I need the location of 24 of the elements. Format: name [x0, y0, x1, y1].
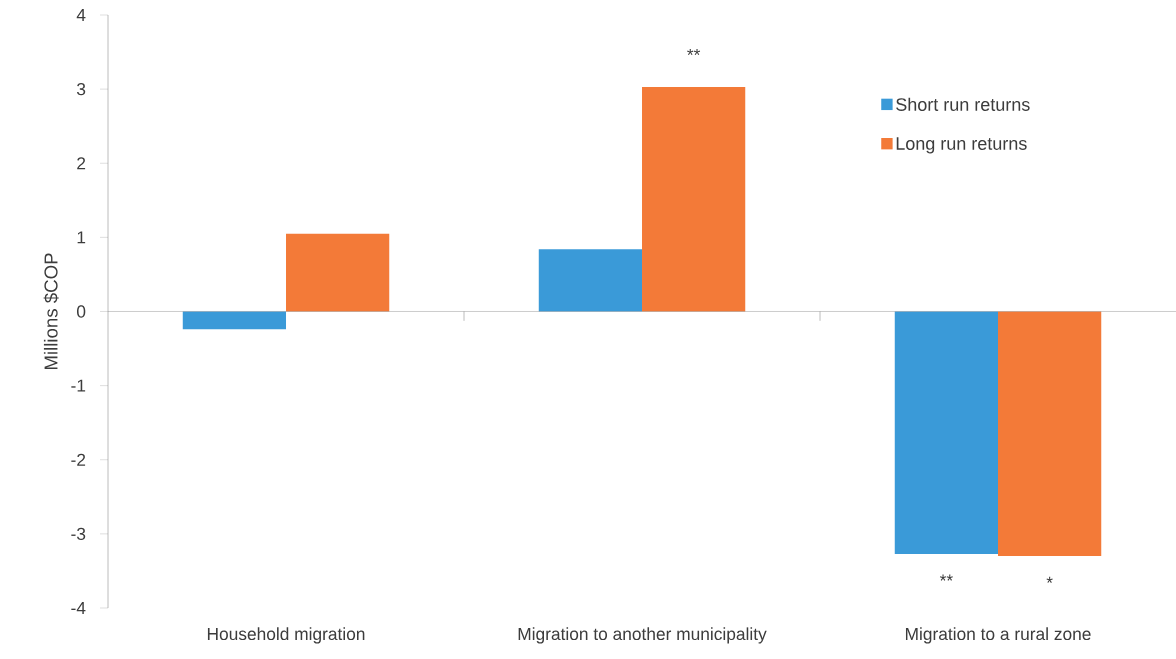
legend-label: Long run returns [896, 137, 1027, 154]
y-tick-label: 2 [77, 157, 86, 170]
legend-label: Short run returns [896, 97, 1030, 111]
y-tick-label: 3 [77, 82, 86, 96]
bar [182, 311, 287, 330]
x-tick-label: Household migration [207, 627, 365, 644]
y-tick-label: -3 [71, 527, 86, 540]
y-tick-label: -4 [71, 602, 86, 614]
x-tick-label: Migration to a rural zone [905, 627, 1091, 644]
x-tick-label: Migration to another municipality [518, 627, 767, 644]
y-tick-label: 1 [77, 231, 86, 244]
annotation: ** [687, 48, 701, 56]
y-tick-label: -1 [71, 379, 86, 392]
y-tick-label: -2 [71, 453, 86, 466]
bar [642, 86, 746, 312]
bar [894, 311, 999, 554]
annotation: ** [939, 574, 953, 581]
y-tick-label: 0 [77, 305, 86, 318]
y-tick-label: 4 [76, 9, 86, 21]
annotation: * [1046, 576, 1053, 583]
bar [286, 233, 390, 312]
bar [538, 249, 643, 312]
bar [998, 311, 1102, 557]
y-axis-title: Millions $COP [43, 253, 59, 370]
